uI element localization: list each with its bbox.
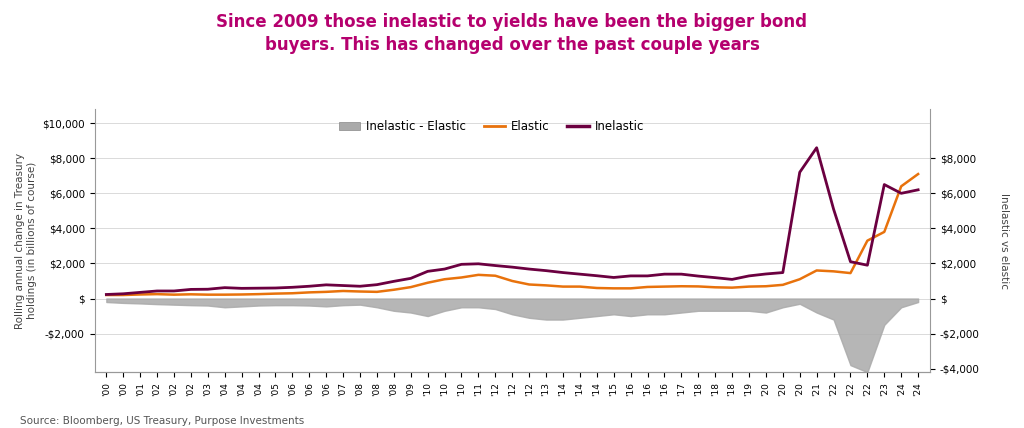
Y-axis label: Rolling annual change in Treasury
holdings (in billions of course): Rolling annual change in Treasury holdin… [15,153,37,329]
Legend: Inelastic - Elastic, Elastic, Inelastic: Inelastic - Elastic, Elastic, Inelastic [334,115,648,137]
Text: Since 2009 those inelastic to yields have been the bigger bond
buyers. This has : Since 2009 those inelastic to yields hav… [216,13,808,54]
Y-axis label: Inelastic vs elastic: Inelastic vs elastic [999,193,1009,288]
Text: Source: Bloomberg, US Treasury, Purpose Investments: Source: Bloomberg, US Treasury, Purpose … [20,416,305,426]
